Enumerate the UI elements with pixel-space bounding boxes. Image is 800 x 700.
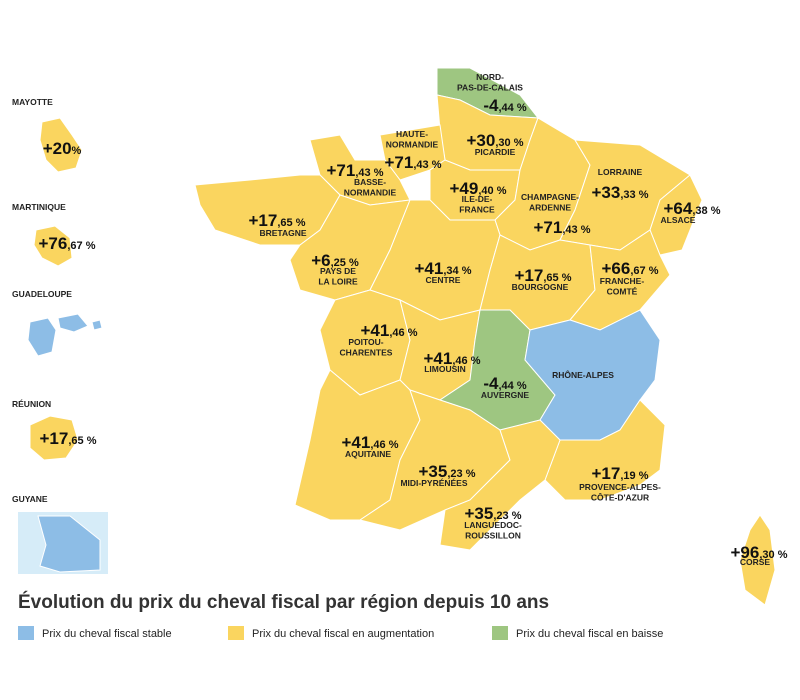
region-value: +17,65 % [40,429,97,448]
region-name: AQUITAINE [345,449,391,459]
region-value: +71,43 % [534,218,591,237]
region-shape [27,317,57,357]
region-value: -4,44 % [483,96,526,115]
map-title: Évolution du prix du cheval fiscal par r… [18,591,549,613]
region-name: CORSE [740,557,771,567]
region-shape [57,313,89,333]
region-name: FRANCHE- [600,276,645,286]
legend-label: Prix du cheval fiscal en baisse [516,628,663,640]
region-value: +71,43 % [385,153,442,172]
region-value: -4,44 % [483,374,526,393]
region-name: FRANCE [459,205,495,215]
legend-swatch [18,626,34,640]
legend: Prix du cheval fiscal stable Prix du chev… [18,626,663,640]
region-shape [544,399,666,501]
region-name: RHÔNE-ALPES [552,369,614,380]
region-name: CHARENTES [340,348,393,358]
region-name: CÔTE-D'AZUR [591,492,649,503]
region-value: +41,46 % [361,321,418,340]
region-name: LANGUEDOC- [464,520,522,530]
region-name: PROVENCE-ALPES- [579,482,661,492]
region-name: NORMANDIE [386,140,439,150]
region-name: MAYOTTE [12,97,53,107]
region-name: BASSE- [354,177,386,187]
region-value: +17,65 % [515,266,572,285]
region-value: +41,46 % [424,349,481,368]
region-value: +30,30 % [467,131,524,150]
region-value: +6,25 % [311,251,359,270]
region-value: +17,65 % [249,211,306,230]
region-value: +41,46 % [342,433,399,452]
region-name: MIDI-PYRÉNÉES [400,478,467,488]
region-value: +20% [43,139,82,158]
region-shape [439,419,561,551]
region-shape [39,117,83,173]
legend-swatch [228,626,244,640]
region-name: ALSACE [661,215,696,225]
region-name: PICARDIE [475,147,516,157]
region-shape [739,514,776,606]
region-value: +35,23 % [419,462,476,481]
region-name: BOURGOGNE [512,282,569,292]
region-name: MARTINIQUE [12,202,66,212]
legend-swatch [492,626,508,640]
region-name: CHAMPAGNE- [521,192,579,202]
region-value: +76,67 % [39,234,96,253]
legend-label: Prix du cheval fiscal en augmentation [252,628,434,640]
labels: NORD-PAS-DE-CALAIS -4,44 % PICARDIE+30,30 … [12,72,788,567]
region-name: LA LOIRE [318,277,358,287]
region-value: +66,67 % [602,259,659,278]
region-shape [29,415,79,461]
regions [27,67,776,606]
region-name: AUVERGNE [481,390,530,400]
region-name: LIMOUSIN [424,364,466,374]
region-name: ILE-DE- [462,194,493,204]
region-shape [569,229,671,331]
region-name: BRETAGNE [259,228,306,238]
region-value: +64,38 % [664,199,721,218]
region-name: PAYS DE [320,266,356,276]
region-name: LORRAINE [598,167,643,177]
region-name: NORMANDIE [344,188,397,198]
region-shape [33,225,73,267]
region-name: GUADELOUPE [12,289,72,299]
region-shape [37,515,101,573]
legend-label: Prix du cheval fiscal stable [42,628,172,640]
region-name: PAS-DE-CALAIS [457,83,523,93]
region-value: +41,34 % [415,259,472,278]
region-value: +96,30 % [731,543,788,562]
region-value: +35,23 % [465,504,522,523]
region-value: +17,19 % [592,464,649,483]
region-value: +71,43 % [327,161,384,180]
region-name: RÉUNION [12,399,51,409]
region-name: ARDENNE [529,203,571,213]
region-name: POITOU- [348,337,383,347]
region-name: CENTRE [426,275,461,285]
region-name: NORD- [476,72,504,82]
region-name: HAUTE- [396,129,428,139]
region-shape [91,319,103,331]
region-value: +33,33 % [592,183,649,202]
region-value: +49,40 % [450,179,507,198]
region-name: ROUSSILLON [465,531,521,541]
region-name: GUYANE [12,494,48,504]
region-name: COMTÉ [607,287,638,297]
